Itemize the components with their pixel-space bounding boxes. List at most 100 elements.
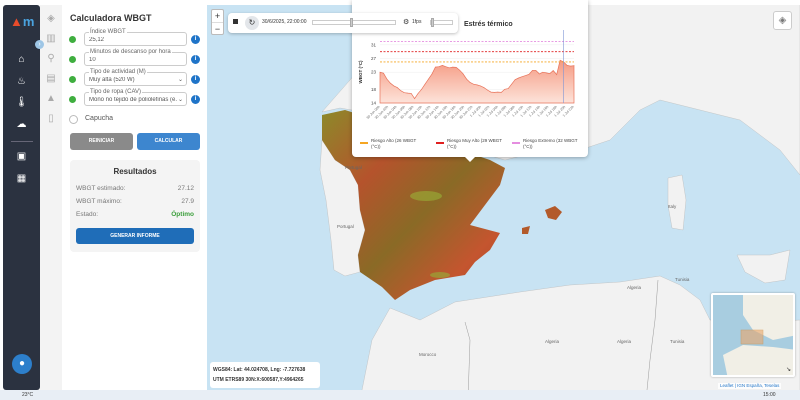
wgs84-coords: WGS84: Lat: 44.024708, Lng: -7.727638 bbox=[213, 367, 306, 373]
data-point bbox=[459, 69, 460, 71]
data-point bbox=[539, 73, 540, 75]
building-icon[interactable]: ▦ bbox=[16, 173, 27, 184]
tool-bar: ◈ ▥ ⚲ ▤ ▲ ▯ bbox=[40, 5, 62, 390]
data-point bbox=[556, 74, 557, 75]
calculate-button[interactable]: CALCULAR bbox=[137, 133, 200, 150]
data-point bbox=[545, 72, 547, 74]
data-point bbox=[379, 71, 381, 73]
status-label: Estado: bbox=[76, 211, 99, 218]
data-point bbox=[407, 92, 409, 94]
speed-slider[interactable] bbox=[430, 18, 453, 27]
user-avatar-button[interactable]: ● bbox=[12, 354, 32, 374]
info-icon[interactable]: i bbox=[191, 95, 200, 104]
info-icon[interactable]: i bbox=[191, 35, 200, 44]
main-nav-rail: ▲m ⌂ ♨ 🌡︎ ☁ ▣ ▦ ● bbox=[3, 5, 40, 390]
legend-label: Riesgo Alto (26 WBGT (°C)) bbox=[371, 138, 417, 149]
minimap-africa bbox=[723, 345, 793, 375]
wbgt-estimated-label: WBGT estimado: bbox=[76, 185, 126, 192]
nav-divider bbox=[11, 141, 33, 142]
field-label: Tipo de ropa (CAV) bbox=[89, 89, 143, 95]
report-icon[interactable]: ▯ bbox=[48, 113, 54, 124]
minimap-canvas bbox=[723, 295, 793, 375]
balearic-islands bbox=[545, 206, 562, 220]
y-tick-label: 14 bbox=[371, 101, 377, 106]
heatmap-cool-area bbox=[410, 191, 442, 201]
overview-minimap[interactable]: ↘ bbox=[711, 293, 795, 377]
zoom-in-button[interactable]: + bbox=[212, 10, 223, 23]
legend-swatch bbox=[512, 142, 520, 144]
time-slider-handle[interactable] bbox=[349, 18, 353, 27]
reset-button[interactable]: REINICIAR bbox=[70, 133, 133, 150]
file-upload-icon[interactable]: ▤ bbox=[46, 73, 56, 84]
expand-panel-button[interactable]: › bbox=[35, 40, 44, 49]
data-point bbox=[397, 87, 398, 88]
map-label: Italy bbox=[668, 204, 677, 209]
data-point bbox=[438, 66, 440, 68]
data-point bbox=[424, 83, 426, 85]
data-point bbox=[462, 73, 464, 75]
data-point bbox=[490, 91, 492, 93]
warning-icon[interactable]: ▲ bbox=[46, 93, 56, 104]
time-player: ↻ 30/6/2025, 22:00:00 ⚙ 1fps bbox=[228, 13, 458, 33]
wbgt-estimated-value: 27.12 bbox=[177, 185, 194, 192]
data-point bbox=[400, 90, 402, 91]
y-tick-label: 31 bbox=[371, 42, 377, 47]
field-label: Índice WBGT bbox=[89, 29, 127, 35]
map-attribution[interactable]: Leaflet | IGN España, Teselas bbox=[718, 383, 782, 389]
generate-report-button[interactable]: GENERAR INFORME bbox=[76, 228, 194, 244]
wbgt-index-input[interactable]: Índice WBGT 25,12 bbox=[84, 29, 187, 46]
border-line bbox=[464, 321, 471, 390]
data-point bbox=[535, 70, 537, 71]
info-icon[interactable]: i bbox=[191, 75, 200, 84]
speed-slider-handle[interactable] bbox=[431, 18, 434, 27]
border-line bbox=[646, 279, 659, 390]
flame-home-icon[interactable]: ♨ bbox=[17, 76, 26, 87]
data-point bbox=[514, 79, 516, 81]
data-point bbox=[393, 85, 395, 87]
clothing-select[interactable]: Tipo de ropa (CAV) Mono no tejido de poli… bbox=[84, 89, 187, 106]
speed-icon: ⚙ bbox=[403, 19, 410, 26]
map-label: Algeria bbox=[617, 339, 632, 344]
stop-icon[interactable] bbox=[233, 19, 238, 24]
map-label: Algeria bbox=[627, 285, 642, 290]
data-point bbox=[466, 78, 467, 80]
fps-label: 1fps bbox=[412, 19, 422, 25]
map-label: Tunisia bbox=[675, 277, 690, 282]
thermometer-icon[interactable]: 🌡︎ bbox=[15, 97, 28, 108]
map-icon[interactable]: ▥ bbox=[46, 33, 56, 44]
app-logo[interactable]: ▲m bbox=[10, 14, 35, 29]
sicily bbox=[736, 249, 791, 284]
cloud-rain-icon[interactable]: ☁ bbox=[16, 119, 27, 130]
search-icon[interactable]: ⚲ bbox=[47, 53, 55, 64]
loop-icon[interactable]: ↻ bbox=[245, 16, 259, 30]
data-point bbox=[525, 75, 526, 76]
info-icon[interactable]: i bbox=[191, 55, 200, 64]
field-value: 10 bbox=[89, 57, 96, 63]
field-label: Tipo de actividad (M) bbox=[89, 69, 147, 75]
spain-heatmap bbox=[322, 110, 505, 300]
rest-minutes-input[interactable]: Minutos de descanso por hora 10 bbox=[84, 49, 187, 66]
minimap-toggle-icon[interactable]: ↘ bbox=[785, 367, 791, 373]
hood-radio[interactable] bbox=[69, 115, 78, 124]
data-point bbox=[417, 93, 419, 94]
field-value: Mono no tejido de poliolefinas (e... bbox=[89, 97, 177, 103]
status-dot bbox=[69, 76, 76, 83]
utm-coords: UTM ETRS89 30N:X:600587,Y:4964265 bbox=[213, 377, 304, 383]
monitor-icon[interactable]: ▣ bbox=[16, 151, 27, 162]
wbgt-calculator-panel: Calculadora WBGT Índice WBGT 25,12 i Minu… bbox=[62, 5, 207, 390]
data-point bbox=[448, 67, 450, 69]
os-taskbar: 23°C 15:00 bbox=[0, 390, 800, 400]
time-slider[interactable] bbox=[312, 18, 396, 27]
home-warning-icon[interactable]: ⌂ bbox=[18, 54, 25, 65]
y-axis-label: WBGT (°C) bbox=[358, 60, 363, 84]
y-tick-label: 18 bbox=[371, 87, 377, 92]
activity-select[interactable]: Tipo de actividad (M) Muy alta (520 W) ⌄ bbox=[84, 69, 187, 86]
zoom-out-button[interactable]: − bbox=[214, 24, 221, 34]
layers-button[interactable]: ◈ bbox=[773, 11, 792, 30]
layers-icon[interactable]: ◈ bbox=[47, 13, 55, 24]
map-label: Algeria bbox=[545, 339, 560, 344]
sardinia bbox=[667, 174, 687, 231]
minimap-europe bbox=[743, 295, 793, 340]
data-point bbox=[431, 73, 433, 75]
data-point bbox=[518, 77, 519, 79]
